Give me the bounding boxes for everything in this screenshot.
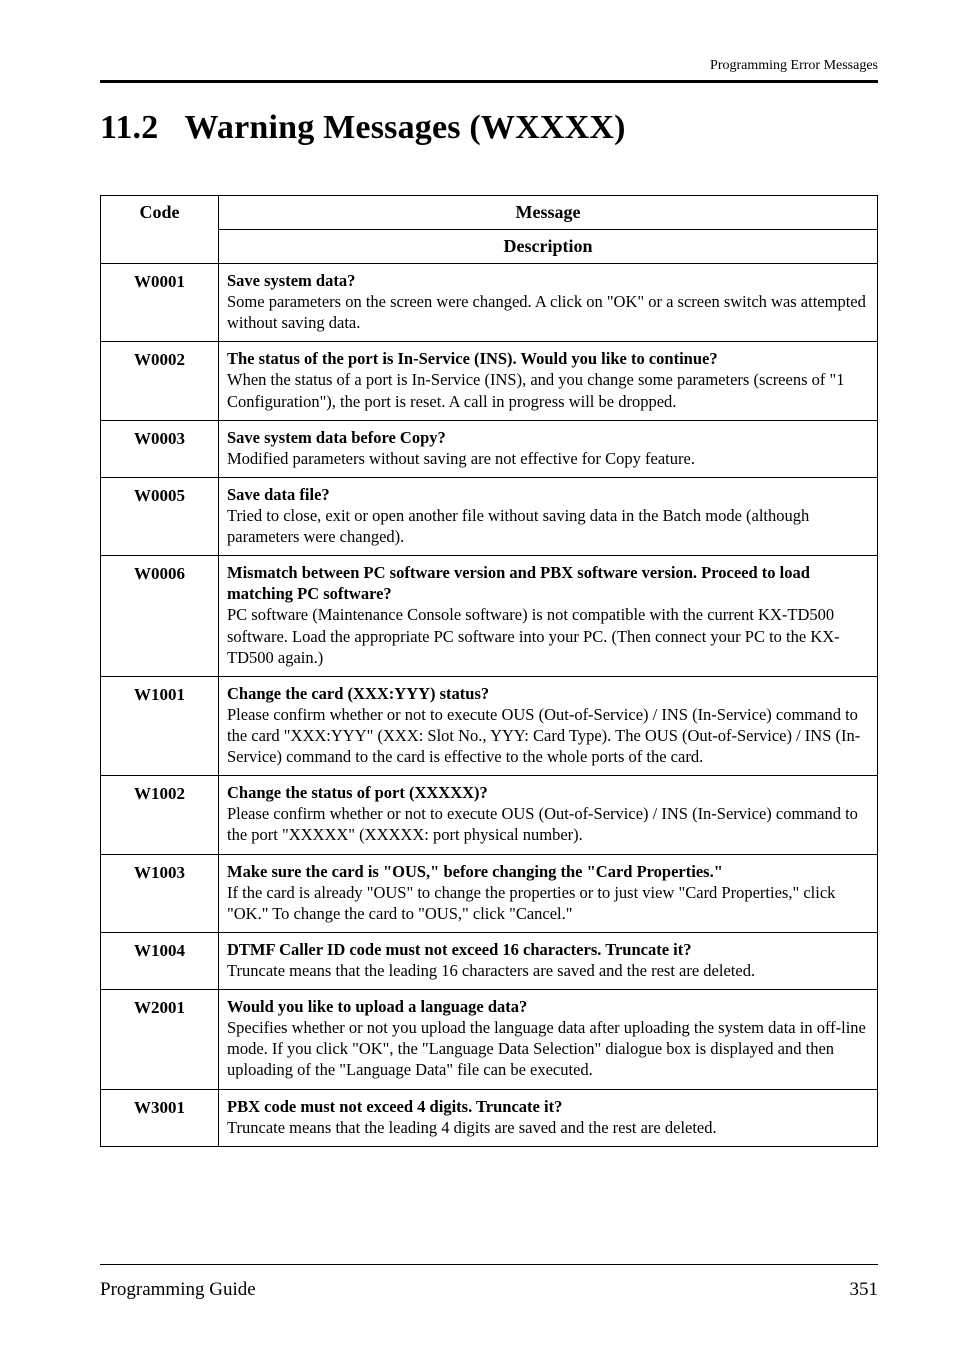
message-title: The status of the port is In-Service (IN…: [227, 349, 718, 368]
description-cell: Save system data before Copy? Modified pa…: [219, 420, 878, 477]
code-cell: W3001: [101, 1089, 219, 1146]
message-title: Change the status of port (XXXXX)?: [227, 783, 488, 802]
description-cell: Change the card (XXX:YYY) status? Please …: [219, 676, 878, 775]
description-cell: Make sure the card is "OUS," before chan…: [219, 854, 878, 932]
message-body: Modified parameters without saving are n…: [227, 449, 695, 468]
footer-right: 351: [850, 1279, 879, 1301]
message-body: When the status of a port is In-Service …: [227, 370, 845, 410]
description-cell: Save data file? Tried to close, exit or o…: [219, 477, 878, 555]
code-cell: W0005: [101, 477, 219, 555]
table-row: W0006Mismatch between PC software versio…: [101, 556, 878, 677]
description-cell: Would you like to upload a language data…: [219, 990, 878, 1089]
description-cell: PBX code must not exceed 4 digits. Trunc…: [219, 1089, 878, 1146]
running-head: Programming Error Messages: [100, 58, 878, 74]
code-cell: W0002: [101, 342, 219, 420]
table-row: W3001 PBX code must not exceed 4 digits. …: [101, 1089, 878, 1146]
message-title: DTMF Caller ID code must not exceed 16 c…: [227, 940, 692, 959]
message-body: Please confirm whether or not to execute…: [227, 804, 858, 844]
message-body: Tried to close, exit or open another fil…: [227, 506, 809, 546]
code-cell: W1004: [101, 932, 219, 989]
message-body: Truncate means that the leading 16 chara…: [227, 961, 755, 980]
messages-table: Code Message Description W0001Save syste…: [100, 195, 878, 1147]
message-title: Would you like to upload a language data…: [227, 997, 527, 1016]
table-row: W0002 The status of the port is In-Servic…: [101, 342, 878, 420]
message-title: Save system data before Copy?: [227, 428, 446, 447]
bottom-rule: [100, 1264, 878, 1265]
message-title: Save data file?: [227, 485, 330, 504]
description-cell: DTMF Caller ID code must not exceed 16 c…: [219, 932, 878, 989]
message-title: Mismatch between PC software version and…: [227, 563, 810, 603]
table-row: W1001 Change the card (XXX:YYY) status? Pl…: [101, 676, 878, 775]
message-title: Change the card (XXX:YYY) status?: [227, 684, 489, 703]
code-cell: W0006: [101, 556, 219, 677]
table-header-code: Code: [101, 196, 219, 264]
table-row: W0005 Save data file? Tried to close, exit…: [101, 477, 878, 555]
top-rule: [100, 80, 878, 83]
message-title: PBX code must not exceed 4 digits. Trunc…: [227, 1097, 562, 1116]
section-number: 11.2: [100, 109, 158, 146]
description-cell: Save system data? Some parameters on the …: [219, 264, 878, 342]
code-cell: W1003: [101, 854, 219, 932]
table-row: W0003 Save system data before Copy? Modifi…: [101, 420, 878, 477]
description-cell: Mismatch between PC software version and…: [219, 556, 878, 677]
message-body: Please confirm whether or not to execute…: [227, 705, 860, 766]
table-row: W1003 Make sure the card is "OUS," before…: [101, 854, 878, 932]
code-cell: W1001: [101, 676, 219, 775]
message-title: Save system data?: [227, 271, 355, 290]
footer-left: Programming Guide: [100, 1279, 256, 1301]
description-cell: The status of the port is In-Service (IN…: [219, 342, 878, 420]
section-title: 11.2 Warning Messages (WXXXX): [100, 109, 878, 147]
table-row: W1004 DTMF Caller ID code must not exceed…: [101, 932, 878, 989]
code-cell: W0001: [101, 264, 219, 342]
code-cell: W2001: [101, 990, 219, 1089]
table-row: W0001 Save system data? Some parameters on…: [101, 264, 878, 342]
table-row: W1002 Change the status of port (XXXXX)? P…: [101, 776, 878, 854]
message-body: Specifies whether or not you upload the …: [227, 1018, 866, 1079]
table-header-message: Message: [219, 196, 878, 230]
code-cell: W0003: [101, 420, 219, 477]
message-body: PC software (Maintenance Console softwar…: [227, 605, 840, 666]
message-body: Truncate means that the leading 4 digits…: [227, 1118, 717, 1137]
description-cell: Change the status of port (XXXXX)? Please…: [219, 776, 878, 854]
message-body: Some parameters on the screen were chang…: [227, 292, 866, 332]
section-title-text: Warning Messages (WXXXX): [185, 109, 626, 146]
message-title: Make sure the card is "OUS," before chan…: [227, 862, 723, 881]
table-row: W2001 Would you like to upload a language…: [101, 990, 878, 1089]
code-cell: W1002: [101, 776, 219, 854]
message-body: If the card is already "OUS" to change t…: [227, 883, 835, 923]
table-header-description: Description: [219, 230, 878, 264]
